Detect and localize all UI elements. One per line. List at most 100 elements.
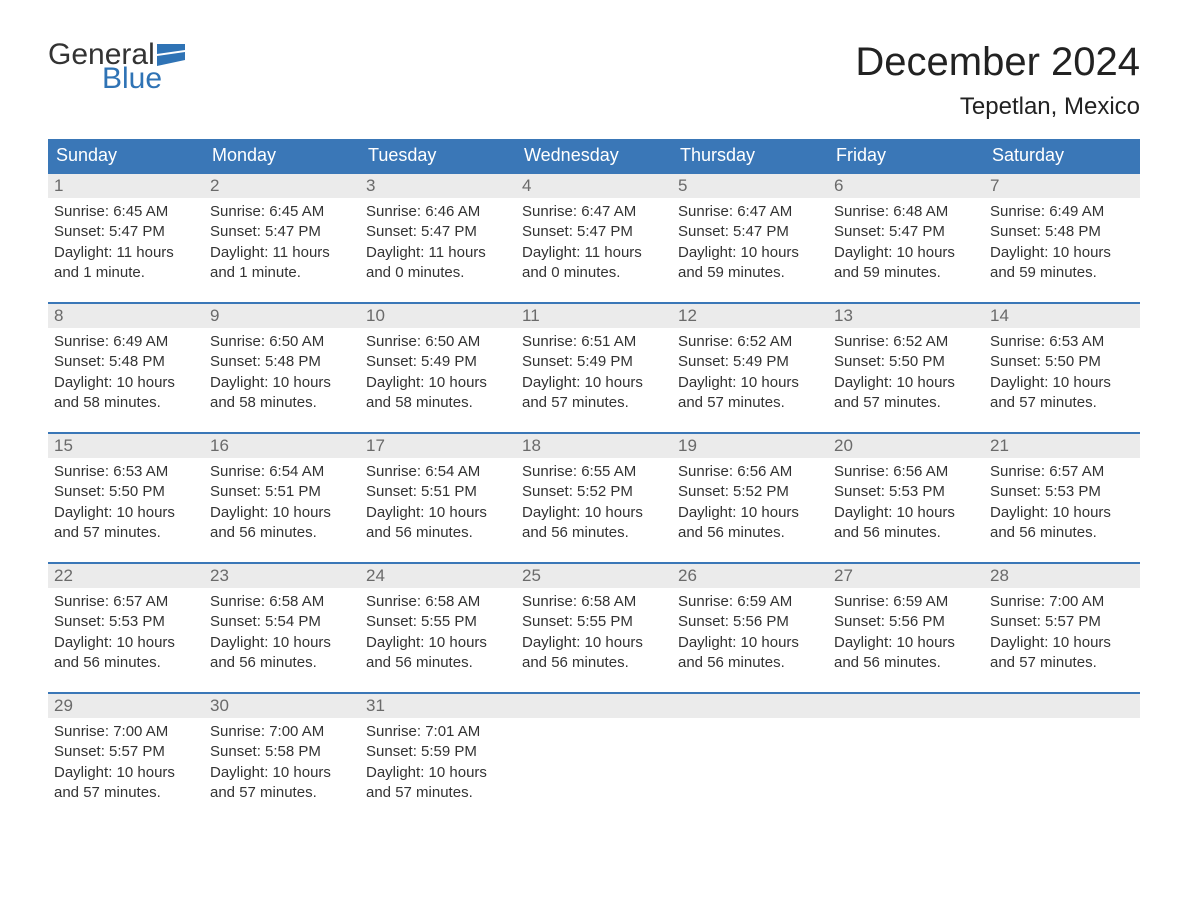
- day-number: 13: [828, 304, 984, 328]
- sunset-text: Sunset: 5:53 PM: [54, 612, 198, 632]
- day-number: 17: [360, 434, 516, 458]
- calendar-day: 30Sunrise: 7:00 AMSunset: 5:58 PMDayligh…: [204, 694, 360, 804]
- calendar-day: 12Sunrise: 6:52 AMSunset: 5:49 PMDayligh…: [672, 304, 828, 414]
- sunrise-text: Sunrise: 6:52 AM: [834, 332, 978, 352]
- sunrise-text: Sunrise: 6:57 AM: [54, 592, 198, 612]
- calendar-day: 13Sunrise: 6:52 AMSunset: 5:50 PMDayligh…: [828, 304, 984, 414]
- sunset-text: Sunset: 5:55 PM: [366, 612, 510, 632]
- sunrise-text: Sunrise: 6:58 AM: [366, 592, 510, 612]
- sunset-text: Sunset: 5:47 PM: [54, 222, 198, 242]
- calendar-day: 5Sunrise: 6:47 AMSunset: 5:47 PMDaylight…: [672, 174, 828, 284]
- day-number: [672, 694, 828, 718]
- calendar-day: 14Sunrise: 6:53 AMSunset: 5:50 PMDayligh…: [984, 304, 1140, 414]
- sunset-text: Sunset: 5:51 PM: [210, 482, 354, 502]
- daylight-text: Daylight: 10 hours and 57 minutes.: [366, 763, 510, 804]
- daylight-text: Daylight: 10 hours and 58 minutes.: [366, 373, 510, 414]
- day-number: [516, 694, 672, 718]
- calendar-week: 22Sunrise: 6:57 AMSunset: 5:53 PMDayligh…: [48, 562, 1140, 674]
- day-number: 18: [516, 434, 672, 458]
- day-details: Sunrise: 6:47 AMSunset: 5:47 PMDaylight:…: [672, 198, 828, 283]
- daylight-text: Daylight: 10 hours and 56 minutes.: [834, 503, 978, 544]
- day-number: [984, 694, 1140, 718]
- day-number: 2: [204, 174, 360, 198]
- daylight-text: Daylight: 10 hours and 56 minutes.: [366, 503, 510, 544]
- location-label: Tepetlan, Mexico: [855, 93, 1140, 121]
- sunset-text: Sunset: 5:52 PM: [522, 482, 666, 502]
- sunrise-text: Sunrise: 6:54 AM: [366, 462, 510, 482]
- day-number: 30: [204, 694, 360, 718]
- sunset-text: Sunset: 5:50 PM: [834, 352, 978, 372]
- sunset-text: Sunset: 5:49 PM: [522, 352, 666, 372]
- calendar-week: 1Sunrise: 6:45 AMSunset: 5:47 PMDaylight…: [48, 172, 1140, 284]
- day-details: Sunrise: 6:55 AMSunset: 5:52 PMDaylight:…: [516, 458, 672, 543]
- daylight-text: Daylight: 10 hours and 56 minutes.: [990, 503, 1134, 544]
- sunrise-text: Sunrise: 7:00 AM: [54, 722, 198, 742]
- daylight-text: Daylight: 10 hours and 58 minutes.: [54, 373, 198, 414]
- day-details: Sunrise: 7:01 AMSunset: 5:59 PMDaylight:…: [360, 718, 516, 803]
- sunrise-text: Sunrise: 6:47 AM: [678, 202, 822, 222]
- calendar-day: 20Sunrise: 6:56 AMSunset: 5:53 PMDayligh…: [828, 434, 984, 544]
- sunrise-text: Sunrise: 6:58 AM: [522, 592, 666, 612]
- day-number: 21: [984, 434, 1140, 458]
- sunset-text: Sunset: 5:47 PM: [834, 222, 978, 242]
- daylight-text: Daylight: 10 hours and 57 minutes.: [990, 633, 1134, 674]
- daylight-text: Daylight: 10 hours and 59 minutes.: [834, 243, 978, 284]
- daylight-text: Daylight: 10 hours and 57 minutes.: [678, 373, 822, 414]
- sunset-text: Sunset: 5:48 PM: [210, 352, 354, 372]
- daylight-text: Daylight: 10 hours and 56 minutes.: [522, 633, 666, 674]
- day-details: Sunrise: 6:53 AMSunset: 5:50 PMDaylight:…: [984, 328, 1140, 413]
- day-number: 1: [48, 174, 204, 198]
- day-details: Sunrise: 6:49 AMSunset: 5:48 PMDaylight:…: [984, 198, 1140, 283]
- calendar-day: 28Sunrise: 7:00 AMSunset: 5:57 PMDayligh…: [984, 564, 1140, 674]
- calendar-day: 6Sunrise: 6:48 AMSunset: 5:47 PMDaylight…: [828, 174, 984, 284]
- calendar-day: 25Sunrise: 6:58 AMSunset: 5:55 PMDayligh…: [516, 564, 672, 674]
- calendar-week: 8Sunrise: 6:49 AMSunset: 5:48 PMDaylight…: [48, 302, 1140, 414]
- day-details: Sunrise: 6:57 AMSunset: 5:53 PMDaylight:…: [984, 458, 1140, 543]
- sunset-text: Sunset: 5:58 PM: [210, 742, 354, 762]
- weekday-header: Friday: [828, 139, 984, 172]
- calendar-day: 24Sunrise: 6:58 AMSunset: 5:55 PMDayligh…: [360, 564, 516, 674]
- calendar-day: [516, 694, 672, 804]
- sunset-text: Sunset: 5:47 PM: [366, 222, 510, 242]
- sunrise-text: Sunrise: 6:50 AM: [366, 332, 510, 352]
- day-details: Sunrise: 6:58 AMSunset: 5:55 PMDaylight:…: [360, 588, 516, 673]
- sunset-text: Sunset: 5:54 PM: [210, 612, 354, 632]
- day-number: 3: [360, 174, 516, 198]
- sunrise-text: Sunrise: 6:53 AM: [990, 332, 1134, 352]
- calendar-day: 4Sunrise: 6:47 AMSunset: 5:47 PMDaylight…: [516, 174, 672, 284]
- day-number: 15: [48, 434, 204, 458]
- calendar-week: 15Sunrise: 6:53 AMSunset: 5:50 PMDayligh…: [48, 432, 1140, 544]
- weekday-header-row: Sunday Monday Tuesday Wednesday Thursday…: [48, 139, 1140, 172]
- calendar-day: 7Sunrise: 6:49 AMSunset: 5:48 PMDaylight…: [984, 174, 1140, 284]
- sunset-text: Sunset: 5:57 PM: [54, 742, 198, 762]
- calendar-day: [984, 694, 1140, 804]
- calendar-day: 15Sunrise: 6:53 AMSunset: 5:50 PMDayligh…: [48, 434, 204, 544]
- day-number: 7: [984, 174, 1140, 198]
- day-details: Sunrise: 7:00 AMSunset: 5:58 PMDaylight:…: [204, 718, 360, 803]
- day-details: Sunrise: 7:00 AMSunset: 5:57 PMDaylight:…: [48, 718, 204, 803]
- daylight-text: Daylight: 10 hours and 58 minutes.: [210, 373, 354, 414]
- daylight-text: Daylight: 10 hours and 56 minutes.: [678, 503, 822, 544]
- calendar-day: 31Sunrise: 7:01 AMSunset: 5:59 PMDayligh…: [360, 694, 516, 804]
- calendar-day: 21Sunrise: 6:57 AMSunset: 5:53 PMDayligh…: [984, 434, 1140, 544]
- sunrise-text: Sunrise: 7:00 AM: [210, 722, 354, 742]
- sunset-text: Sunset: 5:49 PM: [678, 352, 822, 372]
- weeks-container: 1Sunrise: 6:45 AMSunset: 5:47 PMDaylight…: [48, 172, 1140, 804]
- weekday-header: Thursday: [672, 139, 828, 172]
- daylight-text: Daylight: 10 hours and 56 minutes.: [834, 633, 978, 674]
- calendar: Sunday Monday Tuesday Wednesday Thursday…: [48, 139, 1140, 804]
- weekday-header: Sunday: [48, 139, 204, 172]
- day-number: 25: [516, 564, 672, 588]
- day-details: Sunrise: 6:48 AMSunset: 5:47 PMDaylight:…: [828, 198, 984, 283]
- day-number: 31: [360, 694, 516, 718]
- sunset-text: Sunset: 5:49 PM: [366, 352, 510, 372]
- sunrise-text: Sunrise: 6:49 AM: [990, 202, 1134, 222]
- calendar-day: 3Sunrise: 6:46 AMSunset: 5:47 PMDaylight…: [360, 174, 516, 284]
- calendar-day: 23Sunrise: 6:58 AMSunset: 5:54 PMDayligh…: [204, 564, 360, 674]
- sunset-text: Sunset: 5:48 PM: [54, 352, 198, 372]
- sunset-text: Sunset: 5:48 PM: [990, 222, 1134, 242]
- calendar-day: 10Sunrise: 6:50 AMSunset: 5:49 PMDayligh…: [360, 304, 516, 414]
- weekday-header: Tuesday: [360, 139, 516, 172]
- day-details: Sunrise: 6:45 AMSunset: 5:47 PMDaylight:…: [48, 198, 204, 283]
- day-number: 4: [516, 174, 672, 198]
